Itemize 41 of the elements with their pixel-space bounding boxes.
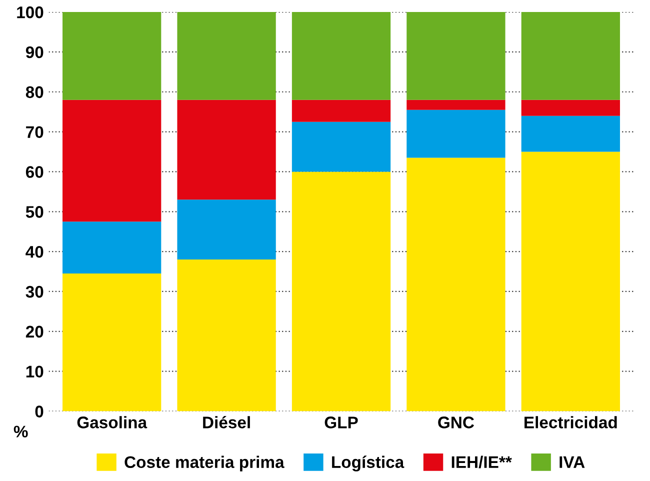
bar	[62, 100, 162, 222]
bar	[292, 12, 391, 100]
y-tick-label: 10	[26, 366, 44, 378]
bar	[62, 222, 162, 274]
bar	[406, 158, 506, 412]
bar	[177, 260, 276, 412]
bar	[521, 152, 620, 412]
bar	[406, 110, 506, 158]
legend-label: IEH/IE**	[452, 456, 512, 468]
y-tick-label: 50	[26, 206, 44, 218]
x-tick-label: Gasolina	[77, 416, 148, 428]
y-tick-label: 90	[26, 46, 44, 58]
bar	[406, 100, 506, 110]
bar	[521, 12, 620, 100]
x-tick-label: GNC	[438, 416, 474, 428]
y-tick-label: 0	[35, 406, 44, 418]
y-tick-label: 60	[26, 166, 44, 178]
bar	[62, 274, 162, 412]
legend-label: Logística	[332, 456, 404, 472]
x-tick-label: Electricidad	[524, 416, 617, 428]
y-tick-label: 100	[17, 6, 44, 18]
legend-label: Coste materia prima	[124, 456, 284, 472]
legend-label: IVA	[560, 456, 585, 468]
bar	[521, 100, 620, 116]
bar	[62, 12, 162, 100]
x-tick-label: GLP	[324, 416, 358, 428]
y-tick-label: 80	[26, 86, 44, 98]
bar	[177, 200, 276, 260]
text: %	[14, 426, 28, 438]
y-tick-label: 40	[26, 246, 44, 258]
bar	[177, 100, 276, 200]
bar	[177, 12, 276, 100]
bar	[292, 122, 391, 172]
bar	[292, 172, 391, 412]
y-tick-label: 20	[26, 326, 44, 338]
bar	[406, 12, 506, 100]
y-tick-label: 30	[26, 286, 44, 298]
bar	[292, 100, 391, 122]
bar	[521, 116, 620, 152]
x-tick-label: Diésel	[203, 416, 250, 428]
y-tick-label: 70	[26, 126, 44, 138]
